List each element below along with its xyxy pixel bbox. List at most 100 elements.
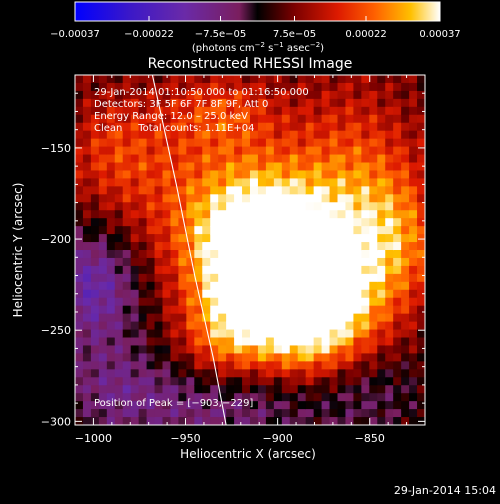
heatmap-cell <box>218 321 227 331</box>
heatmap-cell <box>409 114 418 124</box>
heatmap-cell <box>178 401 187 410</box>
heatmap-cell <box>122 361 132 370</box>
heatmap-cell <box>202 90 211 100</box>
heatmap-cell <box>273 218 283 227</box>
heatmap-cell <box>130 98 140 108</box>
heatmap-cell <box>130 202 140 211</box>
heatmap-cell <box>345 250 354 259</box>
heatmap-cell <box>313 377 323 386</box>
heatmap-cell <box>178 242 187 251</box>
heatmap-cell <box>242 146 251 156</box>
heatmap-cell <box>321 178 331 187</box>
heatmap-cell <box>377 194 386 203</box>
heatmap-cell <box>162 345 172 354</box>
heatmap-cell <box>162 321 172 331</box>
heatmap-cell <box>313 226 323 235</box>
heatmap-cell <box>114 385 124 394</box>
heatmap-cell <box>210 194 219 203</box>
heatmap-cell <box>393 114 402 124</box>
heatmap-cell <box>210 82 219 92</box>
heatmap-cell <box>154 345 164 354</box>
heatmap-cell <box>202 218 211 227</box>
heatmap-cell <box>345 329 354 339</box>
heatmap-cell <box>186 377 195 386</box>
heatmap-cell <box>401 218 410 227</box>
heatmap-cell <box>82 417 92 425</box>
heatmap-cell <box>361 122 370 132</box>
heatmap-cell <box>265 82 275 92</box>
heatmap-cell <box>250 250 259 259</box>
heatmap-cell <box>369 401 378 410</box>
heatmap-cell <box>329 178 339 187</box>
heatmap-cell <box>313 178 323 187</box>
heatmap-cell <box>162 170 172 179</box>
heatmap-cell <box>154 106 164 116</box>
heatmap-cell <box>90 281 100 291</box>
heatmap-cell <box>329 170 339 179</box>
heatmap-cell <box>194 138 203 148</box>
heatmap-cell <box>313 146 323 156</box>
heatmap-cell <box>234 353 243 362</box>
heatmap-cell <box>305 210 315 219</box>
heatmap-cell <box>393 313 402 323</box>
heatmap-cell <box>178 234 187 243</box>
heatmap-cell <box>242 202 251 211</box>
heatmap-cell <box>186 289 195 299</box>
heatmap-cell <box>361 154 370 164</box>
heatmap-cell <box>377 75 386 84</box>
heatmap-cell <box>409 90 418 100</box>
heatmap-cell <box>321 75 331 84</box>
heatmap-cell <box>305 281 315 291</box>
heatmap-cell <box>234 417 243 425</box>
heatmap-cell <box>305 329 315 339</box>
heatmap-cell <box>353 265 362 275</box>
heatmap-cell <box>361 194 370 203</box>
heatmap-cell <box>250 75 259 84</box>
heatmap-cell <box>297 353 307 362</box>
heatmap-cell <box>409 265 418 275</box>
heatmap-cell <box>417 114 425 124</box>
heatmap-cell <box>289 146 299 156</box>
heatmap-cell <box>313 337 323 347</box>
heatmap-cell <box>265 393 275 402</box>
heatmap-cell <box>130 337 140 347</box>
heatmap-cell <box>337 90 347 100</box>
heatmap-cell <box>337 162 347 172</box>
heatmap-cell <box>337 194 347 203</box>
heatmap-cell <box>337 305 347 315</box>
heatmap-cell <box>297 257 307 267</box>
heatmap-cell <box>329 345 339 354</box>
heatmap-cell <box>154 146 164 156</box>
heatmap-cell <box>305 273 315 283</box>
heatmap-cell <box>226 265 235 275</box>
heatmap-cell <box>297 226 307 235</box>
heatmap-cell <box>257 353 267 362</box>
heatmap-cell <box>337 234 347 243</box>
heatmap-cell <box>162 281 172 291</box>
heatmap-cell <box>313 242 323 251</box>
heatmap-cell <box>393 361 402 370</box>
heatmap-cell <box>186 106 195 116</box>
heatmap-cell <box>106 281 116 291</box>
heatmap-cell <box>122 226 132 235</box>
heatmap-cell <box>162 417 172 425</box>
heatmap-cell <box>186 265 195 275</box>
heatmap-cell <box>273 305 283 315</box>
heatmap-cell <box>186 369 195 378</box>
heatmap-cell <box>305 297 315 307</box>
heatmap-cell <box>146 234 156 243</box>
heatmap-cell <box>409 218 418 227</box>
heatmap-cell <box>345 154 354 164</box>
heatmap-cell <box>82 114 92 124</box>
heatmap-cell <box>417 130 425 140</box>
heatmap-cell <box>90 218 100 227</box>
heatmap-cell <box>226 82 235 92</box>
heatmap-cell <box>90 313 100 323</box>
heatmap-cell <box>313 122 323 132</box>
heatmap-cell <box>114 329 124 339</box>
heatmap-cell <box>265 218 275 227</box>
heatmap-cell <box>313 202 323 211</box>
heatmap-cell <box>281 242 291 251</box>
heatmap-cell <box>369 226 378 235</box>
heatmap-cell <box>178 289 187 299</box>
